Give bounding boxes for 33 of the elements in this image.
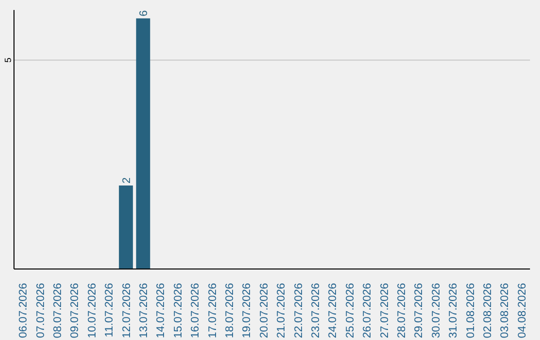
- x-tick-label: 24.07.2026: [327, 283, 340, 338]
- x-tick-label: 15.07.2026: [172, 283, 184, 338]
- data-label: 2: [120, 177, 133, 184]
- x-tick-label: 23.07.2026: [310, 283, 322, 338]
- data-label: 6: [138, 10, 150, 16]
- x-tick-label: 06.07.2026: [18, 283, 30, 338]
- x-tick-label: 03.08.2026: [499, 283, 512, 338]
- x-tick-label: 25.07.2026: [344, 283, 356, 338]
- x-tick-label: 29.07.2026: [413, 283, 426, 338]
- x-tick-label: 13.07.2026: [138, 283, 150, 338]
- x-tick-label: 16.07.2026: [190, 283, 202, 338]
- x-tick-label: 02.08.2026: [482, 283, 494, 338]
- x-tick-label: 12.07.2026: [120, 283, 133, 338]
- x-tick-label: 08.07.2026: [52, 283, 64, 338]
- x-tick-label: 18.07.2026: [224, 283, 236, 338]
- x-tick-label: 27.07.2026: [378, 283, 391, 338]
- x-tick-label: 28.07.2026: [396, 283, 408, 338]
- x-tick-label: 19.07.2026: [241, 283, 254, 338]
- x-tick-label: 01.08.2026: [464, 283, 477, 338]
- y-tick-label: 5: [3, 58, 13, 63]
- x-tick-label: 31.07.2026: [448, 283, 460, 338]
- x-tick-label: 17.07.2026: [206, 283, 219, 338]
- x-tick-label: 04.08.2026: [516, 283, 528, 338]
- x-tick-label: 10.07.2026: [86, 283, 98, 338]
- x-tick-label: 07.07.2026: [34, 283, 47, 338]
- x-tick-label: 09.07.2026: [69, 283, 82, 338]
- x-tick-label: 14.07.2026: [155, 283, 168, 338]
- x-tick-label: 21.07.2026: [276, 283, 288, 338]
- x-tick-label: 26.07.2026: [362, 283, 374, 338]
- x-tick-label: 30.07.2026: [430, 283, 442, 338]
- x-tick-label: 11.07.2026: [104, 283, 116, 338]
- x-tick-label: 22.07.2026: [292, 283, 305, 338]
- x-tick-label: 20.07.2026: [258, 283, 270, 338]
